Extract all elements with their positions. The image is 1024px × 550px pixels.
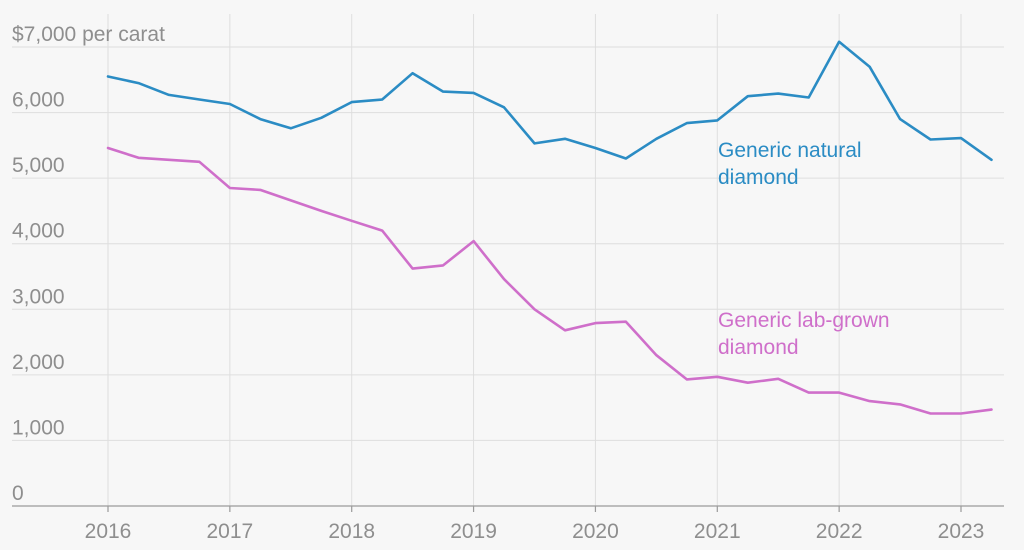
- x-tick-label: 2020: [572, 520, 619, 543]
- y-tick-label: 1,000: [12, 416, 65, 439]
- series-label: Generic natural: [718, 139, 862, 162]
- series-lines: [106, 40, 993, 415]
- series-line-lab-grown: [106, 146, 993, 415]
- x-tick-label: 2023: [938, 520, 985, 543]
- x-tick-label: 2018: [328, 520, 375, 543]
- y-tick-label: $7,000 per carat: [12, 23, 165, 46]
- series-label: Generic lab-grown: [718, 309, 890, 332]
- y-axis-tick-labels: 0 1,000 2,000 3,000 4,000 5,000 6,000 $7,000 pe…: [12, 23, 165, 505]
- x-axis-tick-labels: 2016 2017 2018 2019 2020 2021 2022 2023: [85, 520, 985, 543]
- x-tick-label: 2021: [694, 520, 741, 543]
- series-line-natural: [106, 40, 993, 162]
- y-tick-label: 0: [12, 482, 24, 505]
- series-label: diamond: [718, 336, 799, 359]
- x-tick-label: 2016: [85, 520, 132, 543]
- series-label: diamond: [718, 166, 799, 189]
- x-tick-label: 2017: [206, 520, 253, 543]
- x-tick-label: 2022: [816, 520, 863, 543]
- x-axis: [12, 505, 1004, 512]
- gridlines: [12, 14, 1004, 506]
- y-tick-label: 6,000: [12, 89, 65, 112]
- series-labels: Generic natural diamond Generic lab-grown d…: [718, 139, 890, 359]
- y-tick-label: 5,000: [12, 154, 65, 177]
- y-tick-label: 2,000: [12, 351, 65, 374]
- y-tick-label: 4,000: [12, 220, 65, 243]
- y-tick-label: 3,000: [12, 285, 65, 308]
- x-tick-label: 2019: [450, 520, 497, 543]
